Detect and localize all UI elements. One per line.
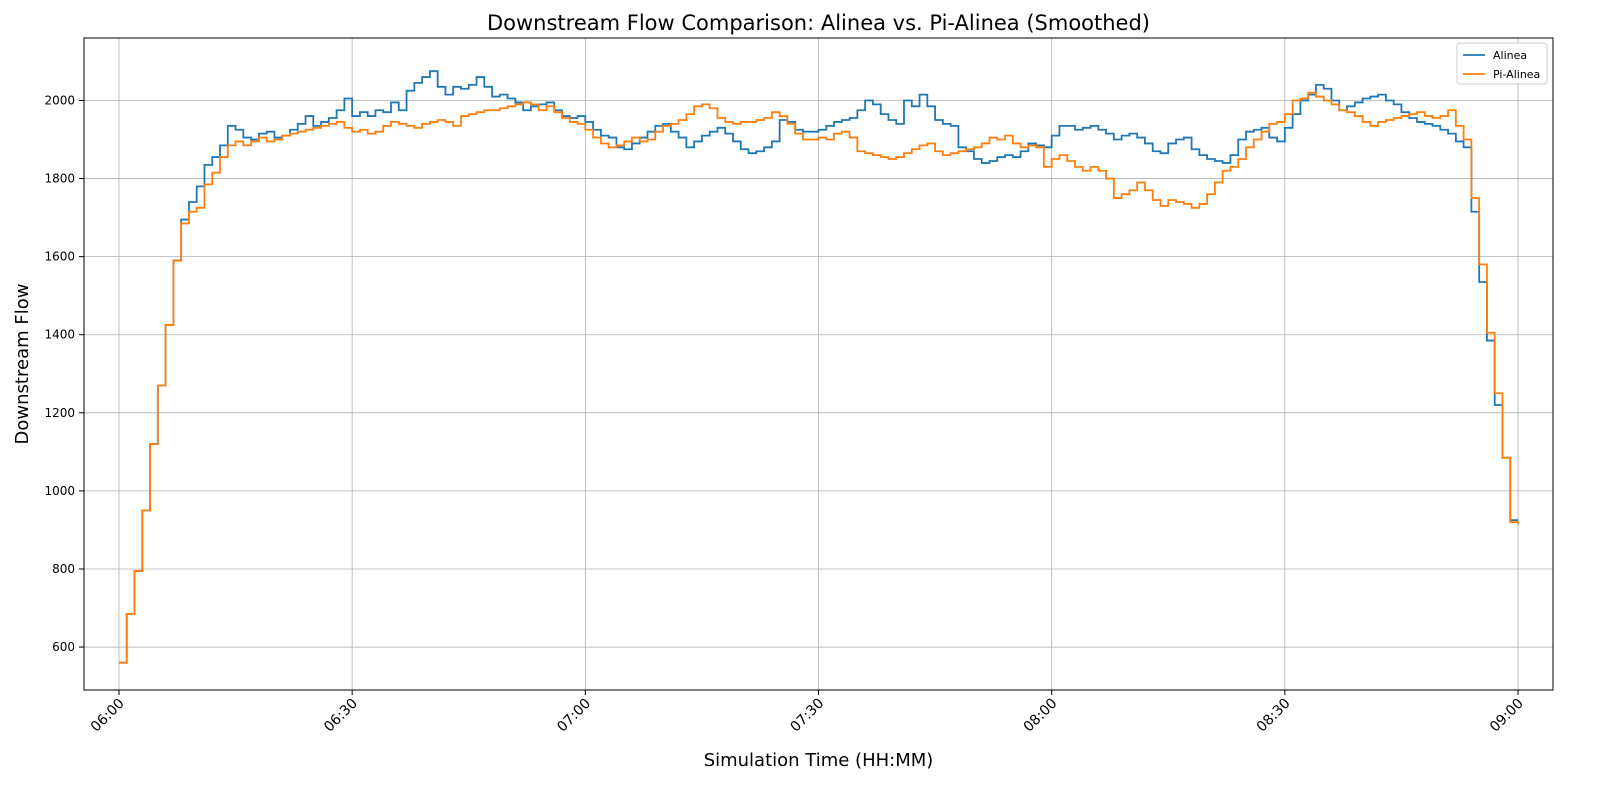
y-tick-label: 2000 [44, 93, 75, 107]
series-line-alinea [118, 70, 1519, 664]
chart-title: Downstream Flow Comparison: Alinea vs. P… [487, 11, 1150, 35]
y-tick-label: 1800 [44, 172, 75, 186]
legend-label: Alinea [1493, 49, 1527, 62]
y-tick-label: 1600 [44, 250, 75, 264]
y-tick-label: 1200 [44, 406, 75, 420]
legend-label: Pi-Alinea [1493, 68, 1540, 81]
y-tick-label: 1400 [44, 328, 75, 342]
y-axis-label: Downstream Flow [12, 284, 33, 445]
legend: Alinea Pi-Alinea [1456, 42, 1548, 85]
y-tick-label: 1000 [44, 484, 75, 498]
grid-lines [84, 38, 1553, 690]
x-axis-label: Simulation Time (HH:MM) [704, 750, 934, 771]
y-tick-label: 800 [52, 562, 75, 576]
series-group [118, 70, 1519, 664]
series-line-pi-alinea [118, 91, 1519, 664]
y-tick-label: 600 [52, 640, 75, 654]
